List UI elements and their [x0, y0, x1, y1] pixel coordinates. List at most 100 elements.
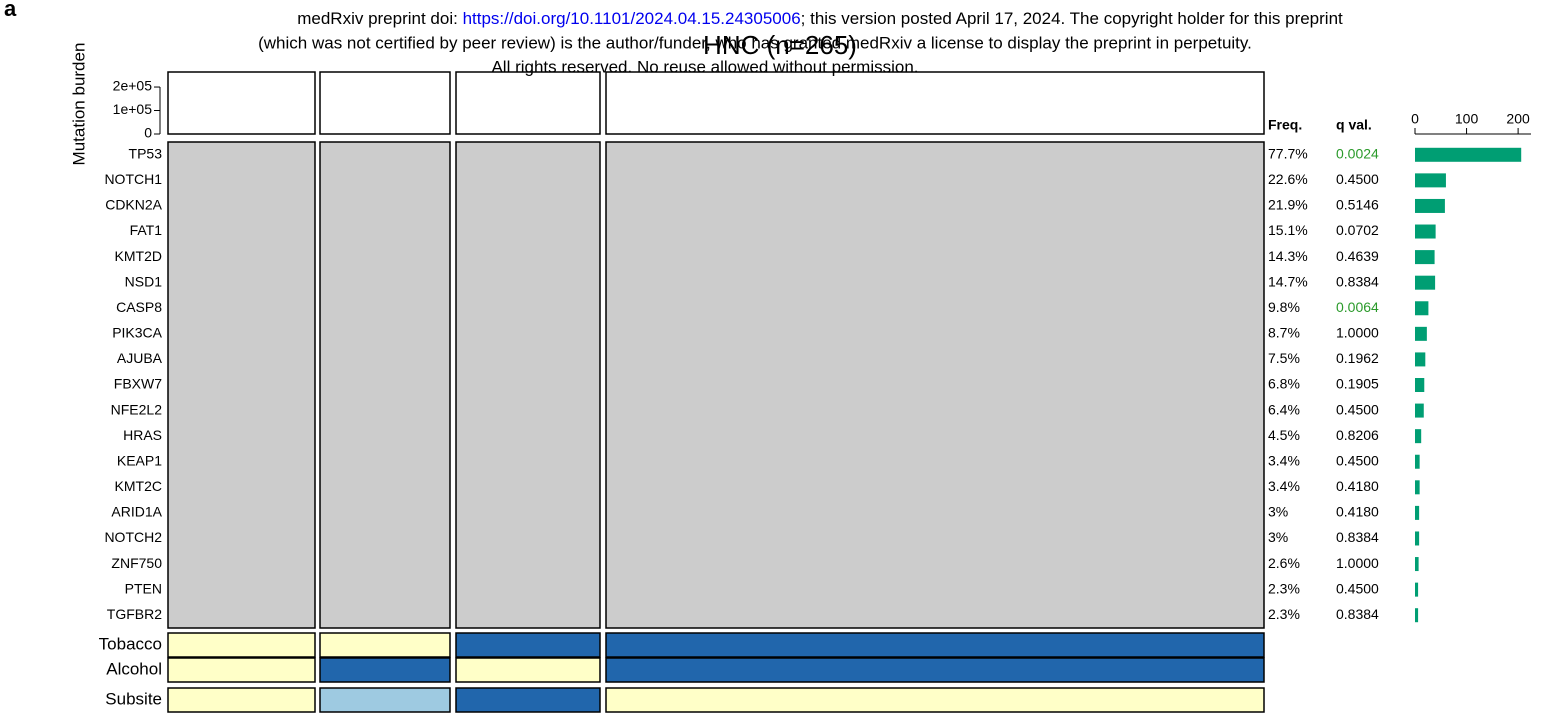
track-cell — [167, 632, 316, 658]
gene-label: TGFBR2 — [107, 606, 162, 622]
gene-label: KMT2C — [115, 478, 162, 494]
header-line2: (which was not certified by peer review)… — [258, 33, 1252, 52]
header-line3: All rights reserved. No reuse allowed wi… — [491, 57, 918, 76]
count-bar — [1415, 454, 1420, 469]
gene-label: NOTCH1 — [104, 171, 162, 187]
track-label: Alcohol — [106, 659, 162, 678]
gene-label: AJUBA — [117, 350, 163, 366]
gene-label: PIK3CA — [112, 325, 162, 341]
gene-label: CDKN2A — [105, 197, 162, 213]
q-label: 1.0000 — [1336, 555, 1379, 571]
count-bar — [1415, 505, 1420, 520]
panel — [455, 141, 601, 629]
count-bar — [1415, 224, 1436, 239]
freq-header: Freq. — [1268, 117, 1302, 133]
panel — [455, 71, 601, 135]
gene-label: ARID1A — [111, 504, 162, 520]
count-bar — [1415, 480, 1420, 495]
gene-label: PTEN — [125, 580, 162, 596]
y-tick-label: 2e+05 — [113, 78, 153, 94]
count-bar — [1415, 147, 1522, 162]
track-cell — [605, 687, 1265, 713]
count-bar — [1415, 557, 1419, 572]
track-cell — [167, 657, 316, 683]
q-label: 0.8206 — [1336, 427, 1379, 443]
gene-label: FAT1 — [130, 222, 163, 238]
count-bar — [1415, 608, 1419, 623]
q-label: 0.1905 — [1336, 376, 1379, 392]
q-label: 0.4500 — [1336, 452, 1379, 468]
q-label: 0.4500 — [1336, 171, 1379, 187]
y-axis-label: Mutation burden — [69, 43, 88, 166]
panel — [605, 141, 1265, 629]
panel — [167, 141, 316, 629]
track-cell — [319, 687, 451, 713]
track-label: Subsite — [105, 689, 162, 708]
header-line1: medRxiv preprint doi: https://doi.org/10… — [297, 9, 1343, 28]
freq-label: 3% — [1268, 504, 1288, 520]
gene-label: FBXW7 — [114, 376, 162, 392]
count-bar — [1415, 275, 1436, 290]
track-cell — [319, 657, 451, 683]
gene-label: TP53 — [129, 145, 163, 161]
burden-panels — [167, 71, 1265, 135]
count-bar — [1415, 531, 1420, 546]
q-label: 0.5146 — [1336, 197, 1379, 213]
panel — [605, 71, 1265, 135]
track-cell — [319, 632, 451, 658]
q-label: 0.4500 — [1336, 580, 1379, 596]
count-bar — [1415, 582, 1419, 597]
panel — [167, 71, 316, 135]
freq-label: 14.7% — [1268, 273, 1308, 289]
panel — [319, 141, 451, 629]
gene-label: ZNF750 — [111, 555, 162, 571]
q-label: 0.4639 — [1336, 248, 1379, 264]
panel — [319, 71, 451, 135]
gene-label: KMT2D — [115, 248, 162, 264]
freq-label: 3.4% — [1268, 452, 1300, 468]
panel-label: a — [4, 0, 17, 21]
freq-label: 3.4% — [1268, 478, 1300, 494]
freq-label: 6.8% — [1268, 376, 1300, 392]
chart-title: HNC (n=265) — [703, 30, 857, 60]
gene-label: HRAS — [123, 427, 162, 443]
freq-label: 2.6% — [1268, 555, 1300, 571]
q-label: 0.8384 — [1336, 606, 1379, 622]
freq-label: 2.3% — [1268, 580, 1300, 596]
gene-label: NOTCH2 — [104, 529, 162, 545]
q-label: 0.4180 — [1336, 504, 1379, 520]
track-label: Tobacco — [99, 634, 162, 653]
q-header: q val. — [1336, 117, 1372, 133]
freq-label: 14.3% — [1268, 248, 1308, 264]
freq-label: 22.6% — [1268, 171, 1308, 187]
count-bar — [1415, 250, 1435, 265]
gene-label: CASP8 — [116, 299, 162, 315]
oncoprint-panels — [167, 141, 1265, 629]
freq-label: 9.8% — [1268, 299, 1300, 315]
freq-label: 21.9% — [1268, 197, 1308, 213]
header-text: medRxiv preprint doi: — [297, 9, 462, 28]
gene-label: KEAP1 — [117, 452, 162, 468]
doi-link[interactable]: https://doi.org/10.1101/2024.04.15.24305… — [463, 9, 801, 28]
q-label: 0.0702 — [1336, 222, 1379, 238]
freq-label: 3% — [1268, 529, 1288, 545]
count-bar — [1415, 352, 1426, 367]
q-label: 0.0064 — [1336, 299, 1379, 315]
count-bar — [1415, 173, 1446, 188]
count-bar — [1415, 429, 1422, 444]
q-label: 0.0024 — [1336, 145, 1379, 161]
annotation-tracks — [167, 632, 1265, 713]
count-bar — [1415, 378, 1425, 392]
count-bar — [1415, 198, 1445, 213]
track-cell — [167, 687, 316, 713]
q-label: 0.1962 — [1336, 350, 1379, 366]
gene-label: NSD1 — [125, 273, 163, 289]
track-cell — [455, 687, 601, 713]
q-label: 0.4180 — [1336, 478, 1379, 494]
track-cell — [605, 657, 1265, 683]
freq-label: 8.7% — [1268, 325, 1300, 341]
gene-label: NFE2L2 — [111, 401, 163, 417]
track-cell — [455, 657, 601, 683]
y-tick-label: 0 — [144, 125, 152, 141]
